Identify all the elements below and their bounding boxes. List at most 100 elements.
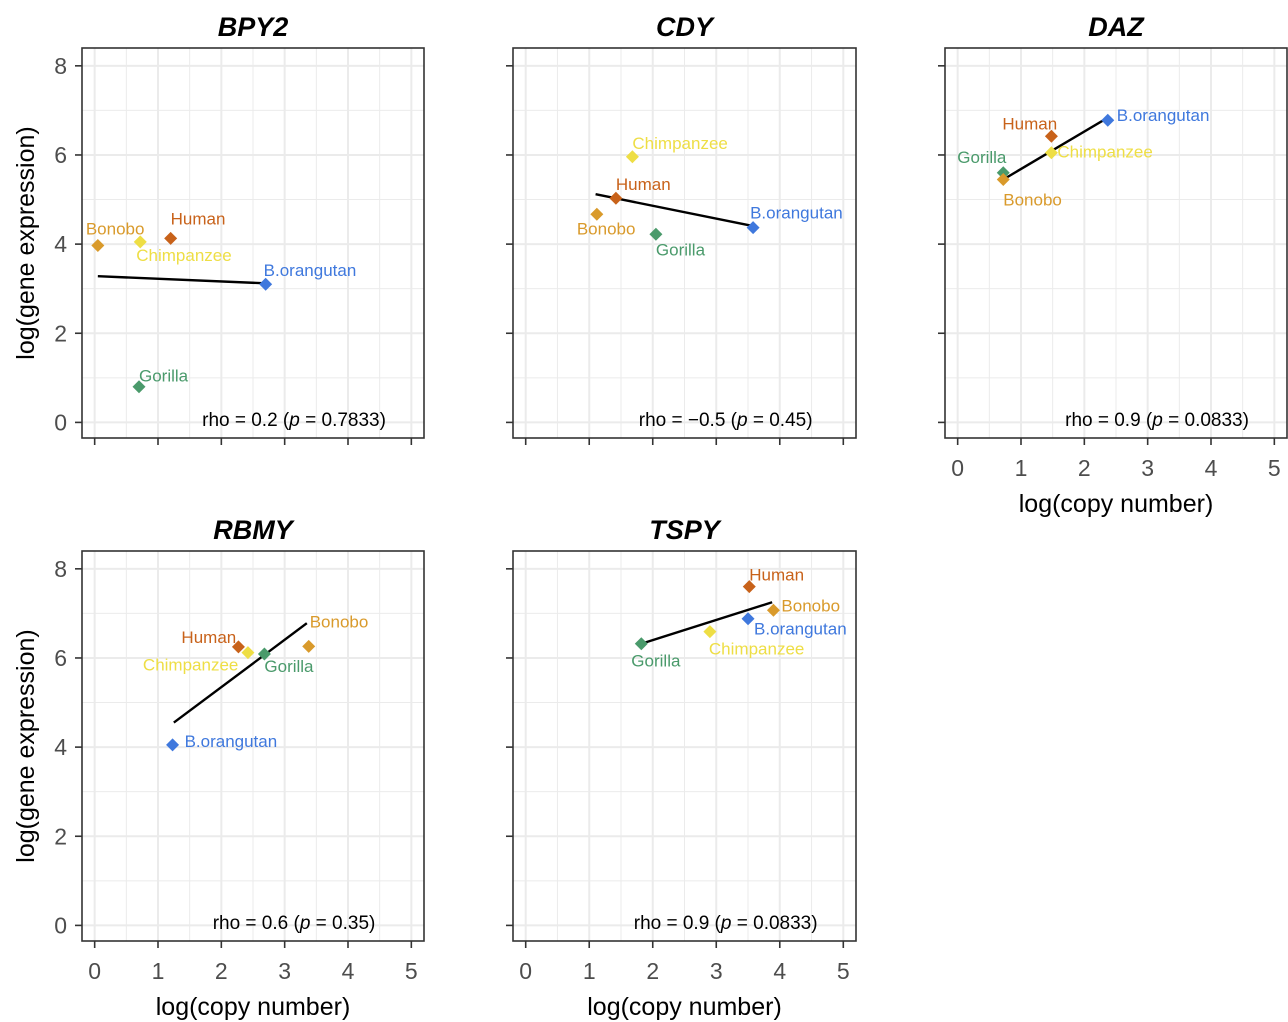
- point-label-b-orangutan: B.orangutan: [264, 261, 357, 280]
- point-b-orangutan: [166, 738, 180, 752]
- stat-annotation: rho = −0.5 (p = 0.45): [639, 410, 813, 431]
- panel-title: TSPY: [649, 515, 723, 545]
- x-tick-label: 2: [646, 958, 659, 984]
- y-tick-label: 4: [54, 734, 67, 760]
- panel-rbmy: RBMY 0 1 2 3 4 5 0 2 4 6 8 log(copy number) log(gene …: [12, 515, 425, 1021]
- fit-line: [97, 275, 266, 285]
- panel-title: BPY2: [218, 12, 289, 42]
- point-human: [164, 231, 178, 245]
- fit-line: [640, 601, 773, 645]
- y-tick-label: 8: [54, 53, 67, 79]
- point-label-human: Human: [749, 566, 804, 585]
- point-gorilla: [649, 227, 663, 241]
- point-label-chimpanzee: Chimpanzee: [632, 134, 727, 153]
- y-tick-label: 8: [54, 556, 67, 582]
- x-tick-label: 0: [88, 958, 101, 984]
- point-chimpanzee: [1044, 146, 1058, 160]
- stat-annotation: rho = 0.2 (p = 0.7833): [202, 410, 386, 431]
- panel-cdy: CDY Chimpanzee Human Bonobo Gorilla B.orangut…: [506, 12, 857, 445]
- stat-annotation: rho = 0.9 (p = 0.0833): [634, 913, 818, 934]
- y-tick-label: 0: [54, 912, 67, 938]
- point-chimpanzee: [625, 150, 639, 164]
- point-label-chimpanzee: Chimpanzee: [1057, 143, 1152, 162]
- x-tick-label: 5: [837, 958, 850, 984]
- panel-title: DAZ: [1088, 12, 1145, 42]
- x-axis-label: log(copy number): [587, 993, 782, 1021]
- x-tick-label: 5: [405, 958, 418, 984]
- point-label-gorilla: Gorilla: [631, 652, 681, 671]
- x-tick-label: 4: [773, 958, 786, 984]
- fit-line: [173, 622, 308, 724]
- panel-title: CDY: [656, 12, 716, 42]
- x-tick-label: 3: [710, 958, 723, 984]
- point-label-bonobo: Bonobo: [310, 612, 369, 631]
- point-label-b-orangutan: B.orangutan: [1117, 106, 1210, 125]
- point-human: [1044, 129, 1058, 143]
- panel-border: [81, 550, 425, 942]
- y-axis-label: log(gene expression): [12, 629, 40, 862]
- panel-title: RBMY: [213, 515, 295, 545]
- point-label-bonobo: Bonobo: [781, 596, 840, 615]
- point-human: [231, 640, 245, 654]
- point-label-gorilla: Gorilla: [264, 657, 314, 676]
- point-label-gorilla: Gorilla: [656, 240, 706, 259]
- point-bonobo: [590, 207, 604, 221]
- point-gorilla: [634, 637, 648, 651]
- point-label-b-orangutan: B.orangutan: [185, 732, 278, 751]
- point-label-human: Human: [181, 628, 236, 647]
- y-tick-label: 6: [54, 142, 67, 168]
- point-chimpanzee: [703, 625, 717, 639]
- panel-border: [944, 47, 1288, 439]
- point-human: [609, 191, 623, 205]
- point-label-gorilla: Gorilla: [957, 148, 1007, 167]
- panel-border: [81, 47, 425, 439]
- y-tick-label: 2: [54, 320, 67, 346]
- point-label-chimpanzee: Chimpanzee: [136, 246, 231, 265]
- stat-annotation: rho = 0.9 (p = 0.0833): [1065, 410, 1249, 431]
- point-bonobo: [996, 172, 1010, 186]
- x-tick-label: 4: [1205, 455, 1218, 481]
- fit-line: [1002, 117, 1108, 181]
- y-tick-label: 4: [54, 231, 67, 257]
- point-label-chimpanzee: Chimpanzee: [709, 640, 804, 659]
- x-tick-label: 2: [215, 958, 228, 984]
- point-label-b-orangutan: B.orangutan: [754, 620, 847, 639]
- point-chimpanzee: [133, 235, 147, 249]
- point-label-human: Human: [1002, 114, 1057, 133]
- x-tick-label: 5: [1268, 455, 1281, 481]
- point-label-bonobo: Bonobo: [577, 219, 636, 238]
- x-tick-label: 3: [278, 958, 291, 984]
- point-label-bonobo: Bonobo: [1003, 190, 1062, 209]
- y-axis-label: log(gene expression): [12, 126, 40, 359]
- point-bonobo: [91, 238, 105, 252]
- point-bonobo: [302, 639, 316, 653]
- point-b-orangutan: [746, 221, 760, 235]
- x-axis-label: log(copy number): [1019, 490, 1214, 518]
- x-tick-label: 1: [152, 958, 165, 984]
- point-gorilla: [257, 647, 271, 661]
- point-label-human: Human: [616, 175, 671, 194]
- point-label-chimpanzee: Chimpanzee: [143, 656, 238, 675]
- x-tick-label: 0: [951, 455, 964, 481]
- panel-tspy: TSPY 0 1 2 3 4 5 log(copy number) Human Bonobo B.o…: [506, 515, 857, 1021]
- y-tick-label: 2: [54, 823, 67, 849]
- y-tick-label: 6: [54, 645, 67, 671]
- panel-bpy2: BPY2 0 2 4 6 8 log(gene expression) Bonobo Chimp…: [12, 12, 425, 445]
- point-label-bonobo: Bonobo: [86, 219, 145, 238]
- panel-border: [512, 550, 857, 942]
- point-label-gorilla: Gorilla: [139, 367, 189, 386]
- point-b-orangutan: [741, 612, 755, 626]
- point-label-human: Human: [171, 209, 226, 228]
- point-label-b-orangutan: B.orangutan: [750, 204, 843, 223]
- x-tick-label: 3: [1141, 455, 1154, 481]
- x-axis-label: log(copy number): [156, 993, 351, 1021]
- point-human: [742, 580, 756, 594]
- stat-annotation: rho = 0.6 (p = 0.35): [213, 913, 376, 934]
- point-b-orangutan: [1101, 113, 1115, 127]
- x-tick-label: 1: [583, 958, 596, 984]
- point-gorilla: [996, 166, 1010, 180]
- point-bonobo: [766, 603, 780, 617]
- point-b-orangutan: [259, 277, 273, 291]
- x-tick-label: 4: [342, 958, 355, 984]
